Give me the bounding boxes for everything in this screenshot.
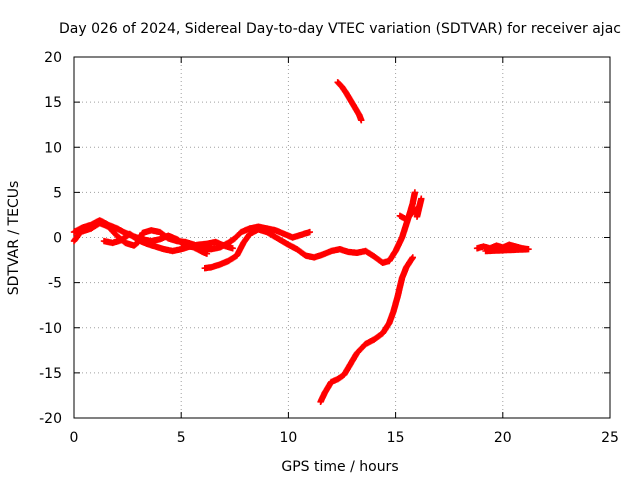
chart-title: Day 026 of 2024, Sidereal Day-to-day VTE…	[59, 21, 621, 37]
series-track-g	[396, 195, 425, 223]
y-tick-label: -15	[39, 366, 62, 382]
x-tick-label: 15	[387, 430, 405, 446]
series-track-h	[473, 241, 532, 255]
x-tick-label: 20	[494, 430, 512, 446]
series-track-e	[317, 254, 416, 405]
series-track-f	[334, 79, 365, 124]
y-tick-label: 10	[44, 140, 62, 156]
x-tick-label: 0	[70, 430, 79, 446]
series-marks	[473, 241, 532, 255]
x-axis-label: GPS time / hours	[281, 459, 398, 475]
y-axis-label: SDTVAR / TECUs	[6, 181, 22, 296]
x-tick-label: 25	[601, 430, 619, 446]
y-tick-label: -20	[39, 411, 62, 427]
series-marks	[317, 254, 416, 405]
series-track-c	[100, 230, 236, 255]
y-tick-label: 0	[53, 231, 62, 247]
x-tick-label: 5	[177, 430, 186, 446]
series-marks	[334, 79, 365, 124]
series-marks	[396, 195, 425, 223]
axis-ticks: 0 5 10 15 20 25 -20 -15 -10 -5 0 5 10 15 20	[39, 50, 619, 446]
y-tick-label: -10	[39, 321, 62, 337]
x-tick-label: 10	[279, 430, 297, 446]
y-tick-label: 15	[44, 95, 62, 111]
series-marks	[100, 230, 236, 255]
y-tick-label: 20	[44, 50, 62, 66]
y-tick-label: -5	[48, 276, 62, 292]
y-tick-label: 5	[53, 185, 62, 201]
data-marks	[70, 79, 532, 405]
